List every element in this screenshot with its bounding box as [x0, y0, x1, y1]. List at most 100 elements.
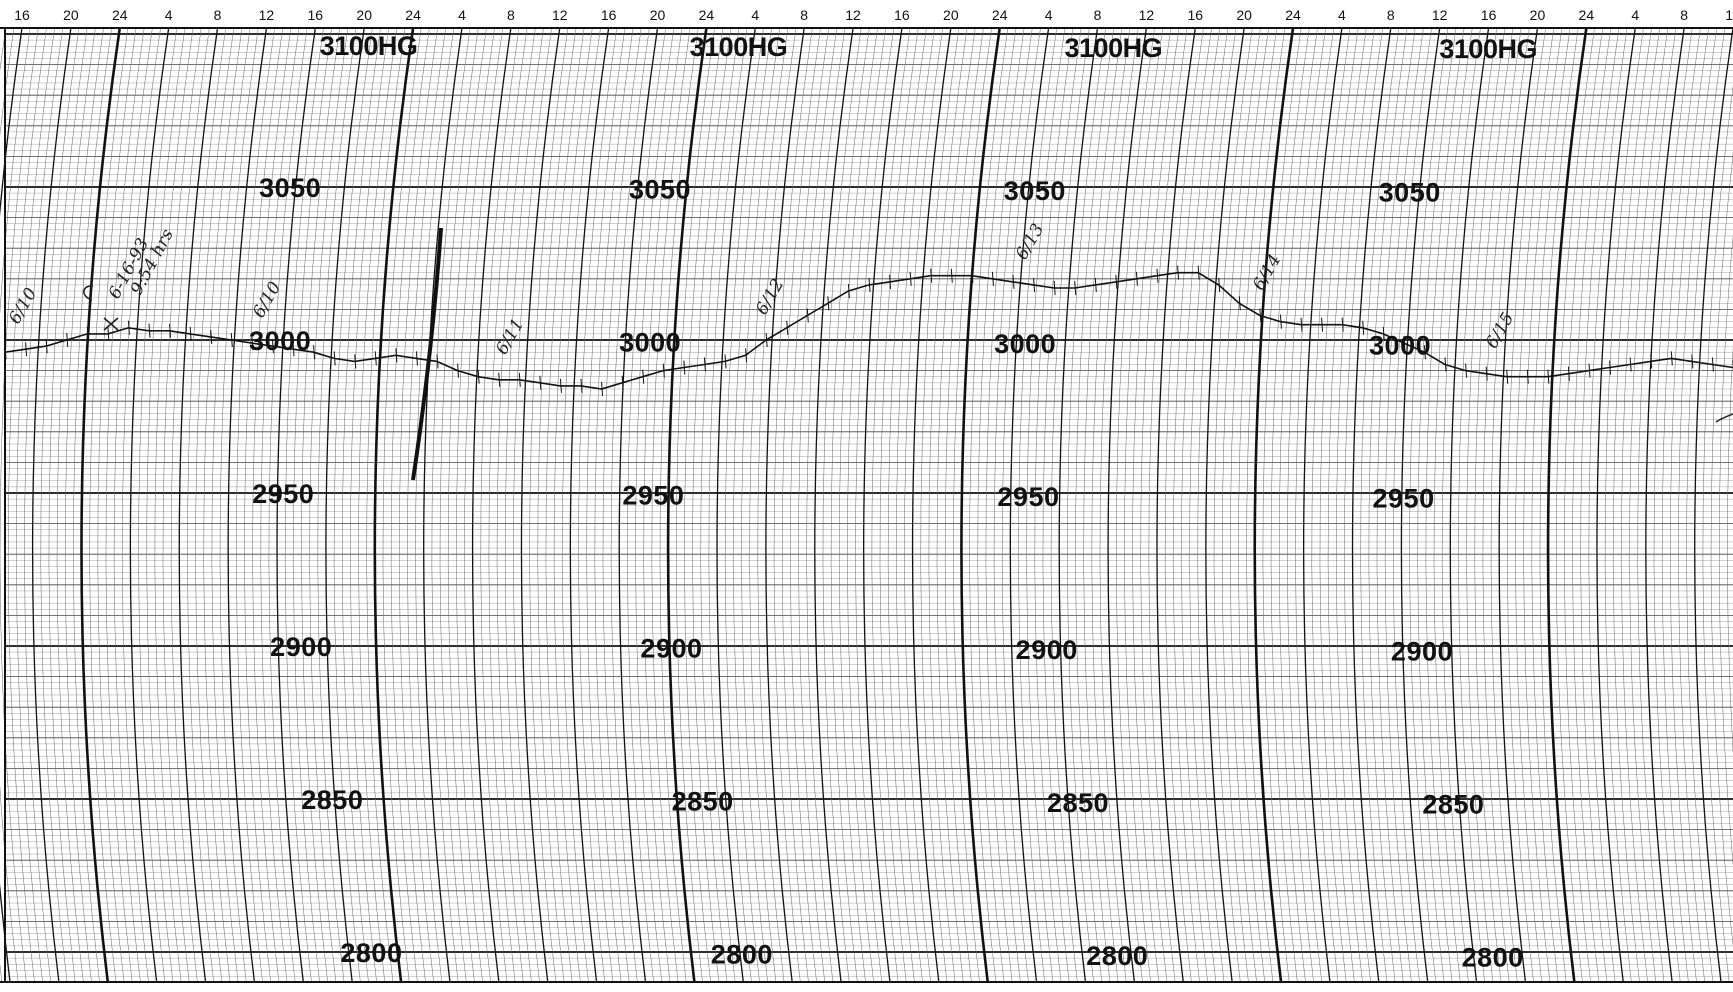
- pressure-scale-label: 2950: [252, 479, 314, 509]
- hour-tick-label: 16: [308, 7, 324, 23]
- time-arc-line: [529, 27, 569, 983]
- hour-tick-label: 8: [507, 7, 515, 23]
- time-arc-line: [170, 27, 210, 983]
- time-arc-line: [1034, 27, 1074, 983]
- hour-tick-label: 12: [552, 7, 568, 23]
- trace-data-point: [1547, 369, 1550, 384]
- time-arc-line: [977, 27, 1017, 983]
- pressure-scale-label: 2800: [1086, 941, 1148, 971]
- time-arc-line: [456, 27, 495, 983]
- trace-data-point: [1650, 354, 1653, 369]
- time-arc-line: [724, 27, 764, 983]
- time-arc-line: [1042, 27, 1082, 983]
- time-arc-line: [162, 27, 202, 983]
- trace-data-point: [786, 320, 789, 335]
- hour-tick-label: 8: [800, 7, 808, 23]
- trace-data-point: [1279, 314, 1282, 329]
- time-arc-line: [7, 27, 47, 983]
- hour-tick-label: 16: [601, 7, 617, 23]
- time-arc-line: [1564, 27, 1603, 983]
- trace-data-point: [806, 308, 809, 323]
- time-arc-line: [1490, 27, 1530, 983]
- time-arc-line: [618, 27, 659, 983]
- trace-data-point: [189, 326, 192, 341]
- time-arc-line: [195, 27, 235, 983]
- time-arc-line: [1507, 27, 1546, 983]
- trace-data-point: [1382, 326, 1385, 341]
- time-arc-line: [211, 27, 251, 983]
- time-arc-line: [1678, 27, 1717, 983]
- time-arc-line: [741, 27, 780, 983]
- time-arc-line: [390, 27, 430, 983]
- time-arc-lines: [0, 27, 1733, 983]
- time-arc-line: [985, 27, 1025, 983]
- trace-data-point: [271, 339, 274, 354]
- trace-data-point: [1506, 369, 1509, 384]
- time-arc-line: [708, 27, 748, 983]
- time-arc-line: [822, 27, 862, 983]
- time-arc-line: [1115, 27, 1155, 983]
- pressure-scale-label: 2900: [270, 632, 332, 662]
- trace-data-point: [1567, 366, 1570, 381]
- pressure-scale-label: 2800: [340, 938, 402, 968]
- time-arc-line: [73, 27, 112, 983]
- time-arc-line: [684, 27, 723, 983]
- trace-data-point: [1691, 354, 1694, 369]
- time-arc-line: [203, 27, 243, 983]
- hour-tick-label: 20: [63, 7, 79, 23]
- time-arc-line: [1181, 27, 1220, 983]
- time-arc-line: [627, 27, 666, 983]
- time-arc-line: [676, 27, 715, 983]
- time-arc-line: [56, 27, 96, 983]
- time-arc-line: [1702, 85, 1733, 983]
- time-arc-line: [692, 27, 732, 983]
- time-arc-line: [1295, 27, 1335, 983]
- time-arc-line: [1001, 27, 1041, 983]
- pressure-scale-label: 2850: [301, 785, 363, 815]
- time-arc-line: [1409, 27, 1449, 983]
- time-arc-line: [960, 27, 1002, 983]
- hour-tick-label: 12: [1432, 7, 1448, 23]
- time-arc-line: [1302, 27, 1343, 983]
- trace-data-point: [313, 345, 316, 360]
- time-arc-line: [1523, 27, 1563, 983]
- hour-tick-label: 12: [845, 7, 861, 23]
- hour-tick-label: 24: [112, 7, 128, 23]
- time-arc-line: [1572, 27, 1612, 983]
- time-arc-line: [496, 27, 536, 983]
- trace-data-point: [1197, 265, 1200, 280]
- time-arc-line: [1099, 27, 1139, 983]
- trace-data-point: [148, 323, 151, 338]
- time-arc-line: [1466, 27, 1506, 983]
- trace-data-point: [457, 363, 460, 378]
- time-arc-line: [936, 27, 976, 983]
- time-arc-line: [569, 27, 610, 983]
- time-arc-line: [89, 27, 129, 983]
- time-arc-line: [790, 27, 829, 983]
- time-arc-line: [1458, 27, 1497, 983]
- time-arc-line: [325, 27, 365, 983]
- time-arc-line: [407, 27, 446, 983]
- hour-tick-label: 20: [1236, 7, 1252, 23]
- time-arc-line: [1058, 27, 1099, 983]
- time-arc-line: [1580, 27, 1620, 983]
- time-arc-line: [1368, 27, 1408, 983]
- trace-data-point: [107, 326, 110, 341]
- time-arc-line: [1515, 27, 1554, 983]
- time-arc-line: [1018, 27, 1057, 983]
- time-arc-line: [1670, 27, 1709, 983]
- time-arc-line: [24, 27, 63, 983]
- hour-tick-label: 24: [699, 7, 715, 23]
- time-arc-line: [1262, 27, 1302, 983]
- time-arc-line: [1050, 27, 1090, 983]
- time-arc-line: [1474, 27, 1514, 983]
- hour-tick-label: 16: [1187, 7, 1203, 23]
- pressure-scale-label: 2900: [1391, 637, 1453, 667]
- trace-data-point: [1423, 345, 1426, 360]
- time-arc-line: [1221, 27, 1261, 983]
- time-arc-line: [447, 27, 487, 983]
- time-arc-line: [16, 27, 55, 983]
- time-arc-line: [847, 27, 886, 983]
- time-arc-line: [227, 27, 268, 983]
- trace-data-point: [498, 372, 501, 387]
